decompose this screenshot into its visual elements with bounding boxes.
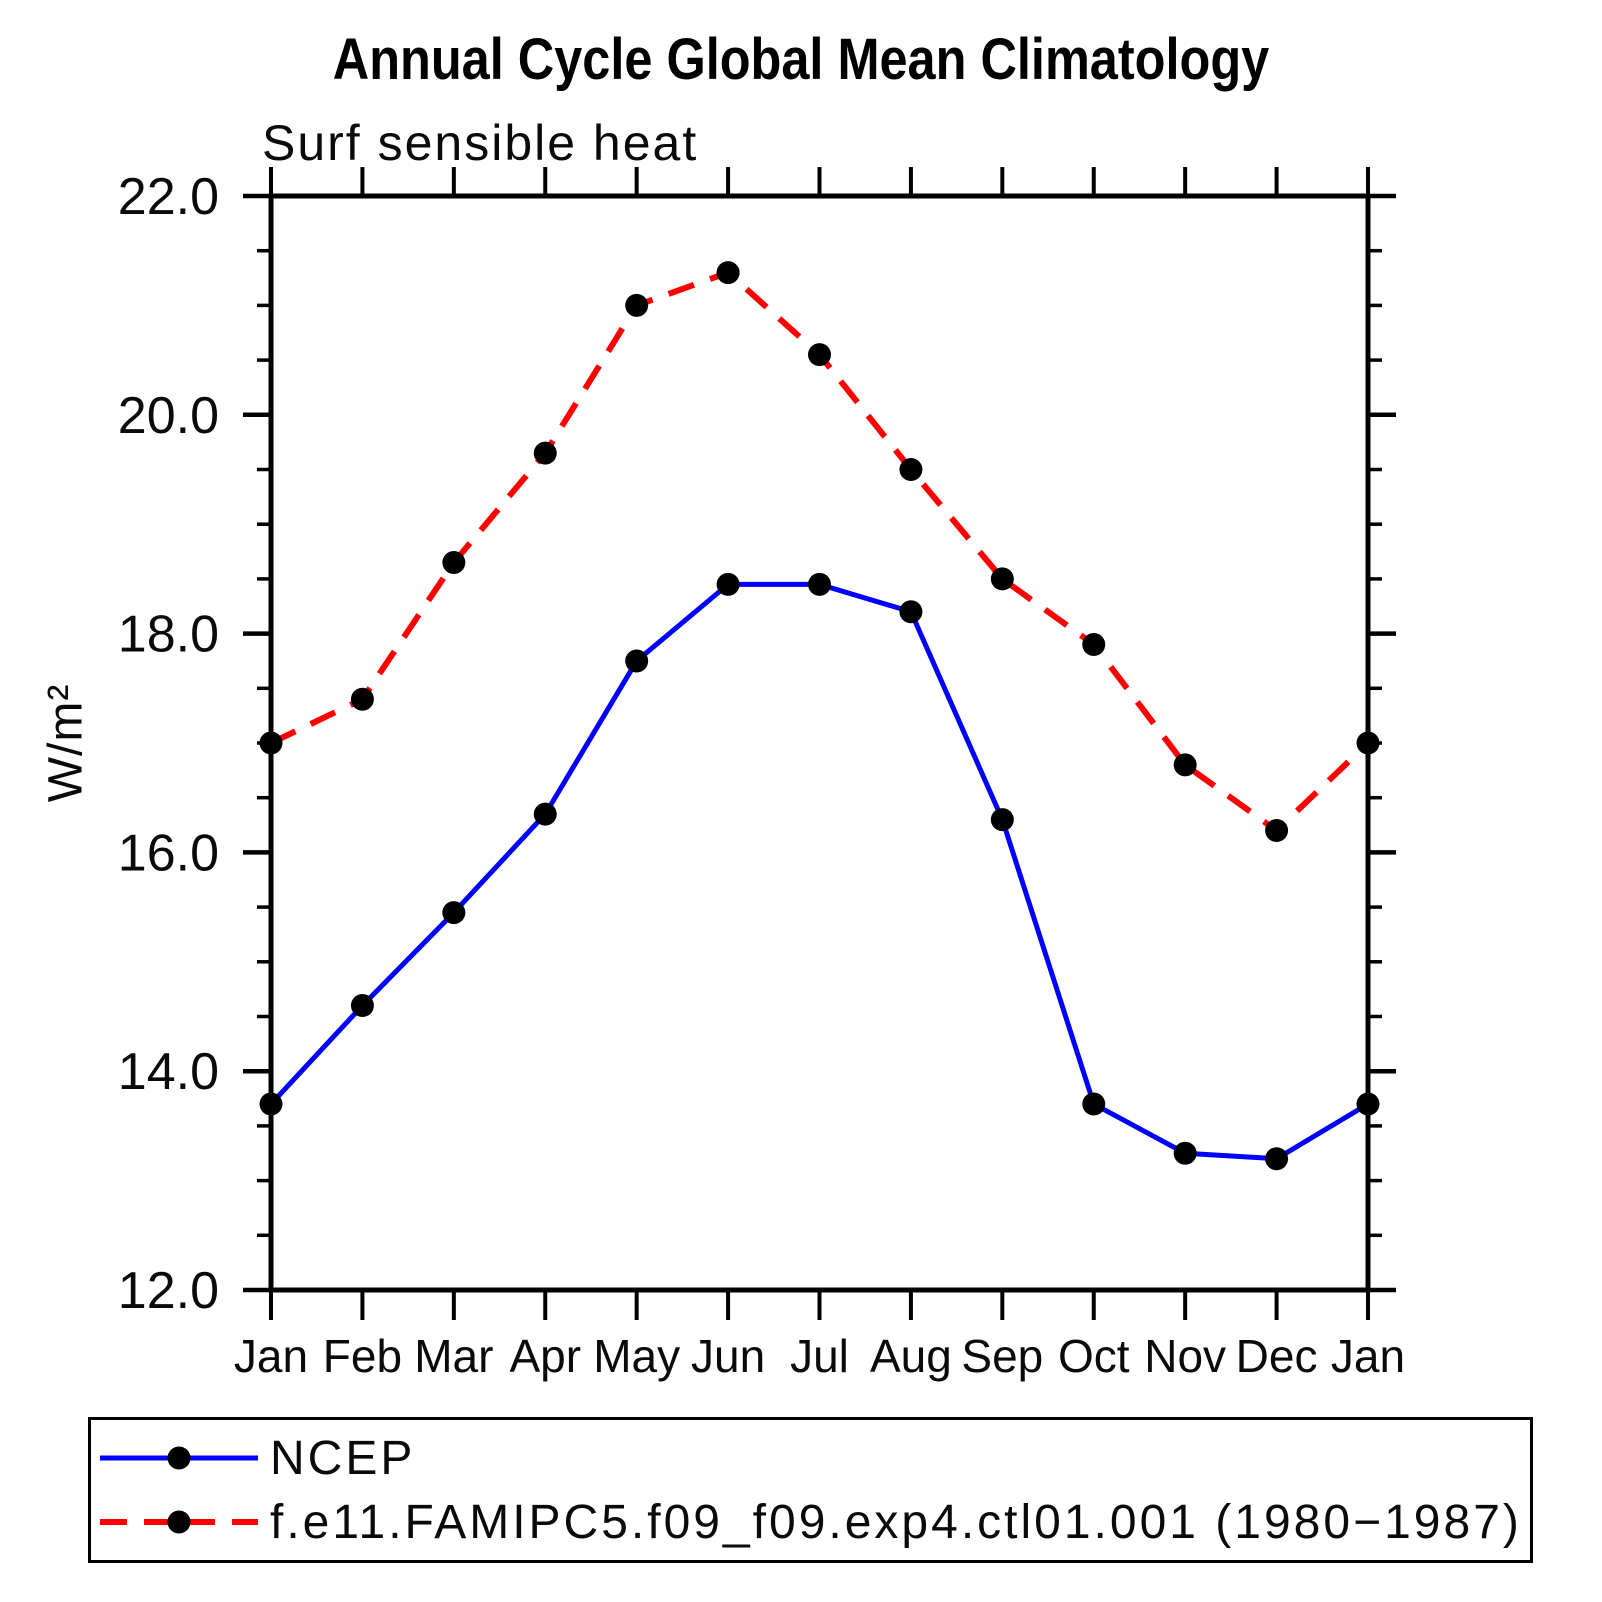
data-point-0-7 [899, 600, 923, 624]
legend-sample-marker-1 [167, 1510, 191, 1534]
legend-item-ncep: NCEP [98, 1432, 415, 1485]
x-tick-label-7: Aug [870, 1330, 952, 1382]
x-tick-label-8: Sep [961, 1330, 1043, 1382]
series-line-0 [269, 581, 1370, 1162]
x-tick-label-2: Mar [414, 1330, 493, 1382]
x-tick-label-3: Apr [509, 1330, 581, 1382]
x-tick-label-0: Jan [234, 1330, 308, 1382]
data-point-0-0 [259, 1092, 283, 1116]
x-tick-label-12: Jan [1331, 1330, 1405, 1382]
data-point-1-10 [1173, 753, 1197, 777]
data-point-1-11 [1265, 819, 1289, 843]
data-point-1-7 [899, 458, 923, 481]
legend-sample-marker-0 [167, 1446, 191, 1470]
chart-subtitle: Surf sensible heat [262, 115, 699, 171]
legend-swatch-model [100, 1510, 258, 1534]
data-point-0-12 [1356, 1092, 1380, 1116]
data-point-0-3 [533, 802, 557, 826]
data-point-1-0 [259, 731, 283, 755]
data-point-1-8 [990, 567, 1014, 591]
x-tick-label-1: Feb [323, 1330, 402, 1382]
legend-item-model: f.e11.FAMIPC5.f09_f09.exp4.ctl01.001 (19… [98, 1496, 1522, 1549]
data-point-1-4 [625, 293, 649, 317]
y-tick-label-5: 22.0 [118, 168, 219, 226]
data-point-0-5 [716, 572, 740, 596]
x-tick-label-5: Jun [691, 1330, 765, 1382]
data-point-1-5 [716, 261, 740, 285]
y-tick-label-1: 14.0 [118, 1043, 219, 1101]
x-tick-label-4: May [593, 1330, 680, 1382]
data-point-1-1 [350, 687, 374, 711]
x-tick-label-6: Jul [790, 1330, 849, 1382]
data-point-1-12 [1356, 731, 1380, 755]
y-tick-label-3: 18.0 [118, 606, 219, 664]
legend-box: NCEP f.e11.FAMIPC5.f09_f09.exp4.ctl01.00… [88, 1417, 1533, 1563]
data-point-0-2 [442, 901, 466, 925]
legend-label-model: f.e11.FAMIPC5.f09_f09.exp4.ctl01.001 (19… [270, 1495, 1522, 1549]
y-tick-label-4: 20.0 [118, 387, 219, 445]
x-tick-label-10: Nov [1144, 1330, 1226, 1382]
x-tick-label-9: Oct [1058, 1330, 1130, 1382]
chart-title: Annual Cycle Global Mean Climatology [332, 27, 1270, 92]
data-point-0-8 [990, 808, 1014, 832]
data-point-0-6 [808, 572, 831, 596]
x-tick-label-11: Dec [1236, 1330, 1318, 1382]
data-point-0-10 [1173, 1141, 1197, 1165]
data-point-0-4 [625, 649, 649, 673]
data-point-0-1 [350, 994, 374, 1018]
data-point-1-2 [442, 550, 466, 574]
data-point-1-6 [808, 343, 831, 367]
data-point-0-9 [1082, 1092, 1106, 1116]
legend-swatch-ncep [100, 1446, 258, 1470]
y-tick-label-0: 12.0 [118, 1262, 219, 1320]
data-point-0-11 [1265, 1147, 1289, 1171]
data-point-1-3 [533, 441, 557, 465]
data-point-1-9 [1082, 633, 1106, 657]
legend-label-ncep: NCEP [270, 1431, 416, 1485]
y-tick-label-2: 16.0 [118, 824, 219, 882]
